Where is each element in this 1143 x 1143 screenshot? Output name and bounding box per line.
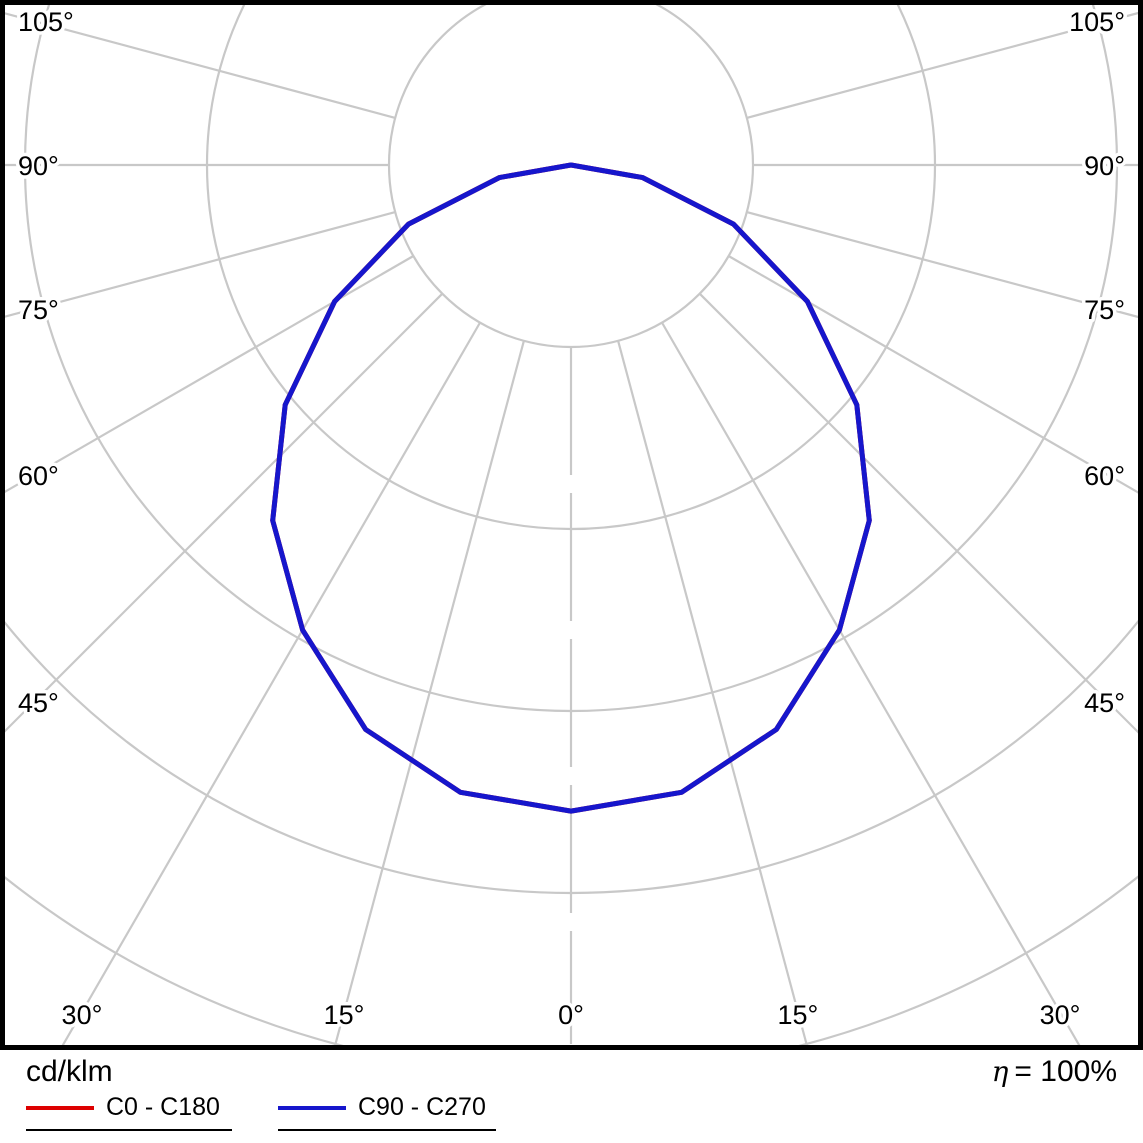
legend-label-c90-c270: C90 - C270 <box>358 1093 486 1121</box>
grid-radial-line <box>5 211 396 318</box>
c90-c270-line-swatch <box>278 1105 346 1110</box>
angle-label-bottom: 15° <box>778 1000 819 1030</box>
angle-label-right: 105° <box>1069 7 1125 37</box>
grid-radial-line <box>661 322 1081 1045</box>
angle-label-bottom: 30° <box>62 1000 103 1030</box>
angle-label-bottom: 30° <box>1040 1000 1081 1030</box>
grid-radial-line <box>746 11 1138 119</box>
angle-label-right: 75° <box>1084 295 1125 325</box>
curve-C90-C270 <box>270 162 872 814</box>
chart-frame <box>0 0 1143 1050</box>
grid-radial-line <box>617 340 808 1045</box>
unit-label: cd/klm <box>26 1055 113 1088</box>
angle-label-left: 60° <box>18 461 59 491</box>
grid-radial-line <box>61 322 481 1045</box>
c0-c180-line-swatch <box>26 1105 94 1110</box>
grid-radial-line <box>5 12 396 119</box>
polar-grid <box>5 5 1138 1045</box>
grid-radial-line <box>334 340 525 1045</box>
efficiency-label: η = 100% <box>992 1055 1117 1089</box>
legend-label-c0-c180: C0 - C180 <box>106 1093 220 1121</box>
angle-label-left: 45° <box>18 688 59 718</box>
angle-label-right: 60° <box>1084 461 1125 491</box>
angle-label-left: 90° <box>18 151 59 181</box>
footer-row: cd/klm η = 100% <box>26 1055 1117 1089</box>
chart-footer: cd/klm η = 100% C0 - C180 C90 - C270 <box>0 1050 1143 1143</box>
eta-value: = 100% <box>1014 1055 1117 1088</box>
legend-item-c90-c270: C90 - C270 <box>278 1095 496 1131</box>
grid-radial-line <box>5 255 414 494</box>
legend: C0 - C180 C90 - C270 <box>26 1095 1117 1131</box>
grid-radial-line <box>698 292 1138 734</box>
grid-radial-line <box>728 255 1138 494</box>
angle-label-right: 90° <box>1084 151 1125 181</box>
legend-item-c0-c180: C0 - C180 <box>26 1095 232 1131</box>
angle-label-right: 45° <box>1084 688 1125 718</box>
angle-label-left: 75° <box>18 295 59 325</box>
grid-radial-line <box>5 292 444 733</box>
eta-symbol: η <box>991 1055 1009 1088</box>
polar-intensity-chart: 105° 105° 90° 90° 75° 75° 60° 60° 45° 45° 30° 15° 0°… <box>0 0 1143 1050</box>
grid-radial-line <box>746 211 1138 319</box>
angle-label-left: 105° <box>18 7 74 37</box>
angle-label-bottom: 0° <box>558 1000 584 1030</box>
angle-label-bottom: 15° <box>324 1000 365 1030</box>
